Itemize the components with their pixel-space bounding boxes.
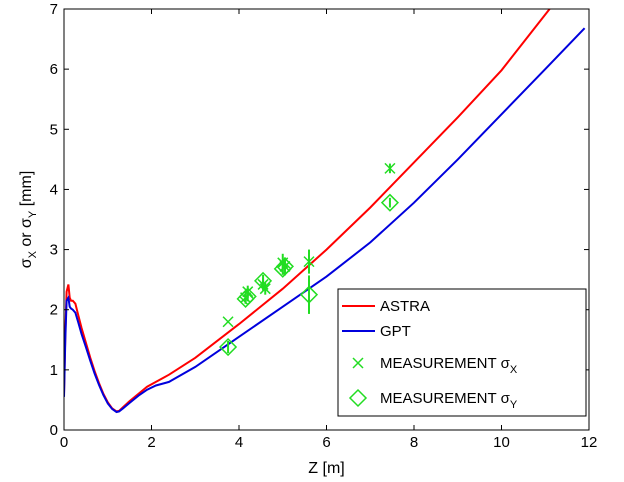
x-tick-label: 0 [60, 434, 68, 451]
data-point-measurement-sigma-x [384, 162, 396, 174]
y-axis-label-part-3: [mm] [18, 171, 35, 211]
y-tick-label: 3 [50, 242, 58, 259]
y-tick-label: 2 [50, 302, 58, 319]
data-point-measurement-sigma-y [299, 285, 319, 304]
y-axis-label-sub-1: X [27, 250, 39, 258]
x-tick-label: 2 [147, 434, 155, 451]
y-tick-label: 5 [50, 121, 58, 138]
x-tick-label: 12 [581, 434, 598, 451]
y-axis-label-sub-2: Y [27, 210, 39, 218]
data-point-measurement-sigma-x [242, 286, 254, 298]
y-axis-label-part-2: or σ [18, 218, 35, 251]
x-tick-label: 10 [493, 434, 510, 451]
x-tick-label: 4 [235, 434, 243, 451]
y-tick-label: 4 [50, 181, 58, 198]
data-point-measurement-sigma-y [254, 271, 273, 290]
data-point-measurement-sigma-x [259, 283, 271, 295]
legend-swatch-measurement-sigma-y [348, 388, 368, 408]
legend-label-astra: ASTRA [380, 298, 430, 315]
plot-marks [64, 9, 586, 414]
data-point-measurement-sigma-y [219, 337, 238, 357]
plot-frame [63, 8, 590, 431]
y-tick-label: 0 [50, 422, 58, 439]
legend-label-sub: X [510, 364, 518, 376]
series-line-gpt [64, 27, 586, 414]
y-axis-label-part-1: σ [18, 258, 35, 268]
x-tick-label: 6 [322, 434, 330, 451]
y-tick-label: 1 [50, 362, 58, 379]
legend-label-measurement-sigma-y: MEASUREMENT σY [380, 390, 518, 411]
y-tick-label: 6 [50, 61, 58, 78]
y-axis-label: σX or σY [mm] [18, 171, 39, 269]
x-axis-label: Z [m] [308, 460, 344, 477]
data-point-measurement-sigma-y [275, 257, 294, 276]
data-point-measurement-sigma-x [222, 316, 234, 328]
legend-label-measurement-sigma-x: MEASUREMENT σX [380, 355, 518, 376]
legend-swatch-measurement-sigma-x [352, 357, 364, 369]
x-tick-label: 8 [410, 434, 418, 451]
legend-label-sub: Y [510, 399, 518, 411]
data-point-measurement-sigma-y [238, 287, 257, 306]
legend-label-gpt: GPT [380, 323, 411, 340]
legend-box [337, 288, 587, 417]
data-point-measurement-sigma-x [303, 256, 315, 268]
legend-label-main: MEASUREMENT σ [380, 390, 511, 407]
data-point-measurement-sigma-y [380, 193, 399, 212]
legend-label-main: MEASUREMENT σ [380, 355, 511, 372]
y-tick-label: 7 [50, 1, 58, 18]
